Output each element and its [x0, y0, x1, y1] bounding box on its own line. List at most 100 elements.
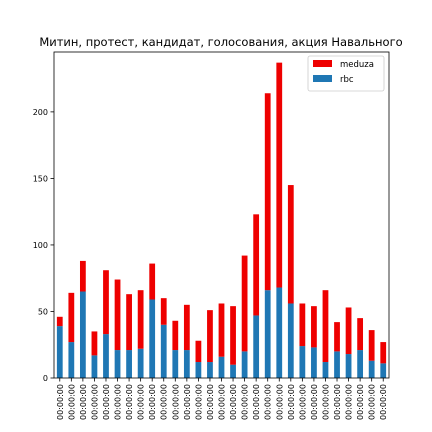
- bar-rbc-3: [91, 355, 98, 378]
- bar-meduza-12: [195, 340, 202, 363]
- x-tick-label: 00:00:00: [56, 384, 65, 420]
- x-tick-label: 00:00:00: [194, 384, 203, 420]
- x-tick-label: 00:00:00: [333, 384, 342, 420]
- x-tick-label: 00:00:00: [148, 384, 157, 420]
- bar-meduza-28: [380, 342, 387, 364]
- x-tick-label: 00:00:00: [137, 384, 146, 420]
- chart-title: Митин, протест, кандидат, голосования, а…: [39, 35, 402, 49]
- bar-rbc-8: [149, 299, 156, 378]
- bar-meduza-22: [311, 306, 317, 348]
- bar-rbc-6: [126, 350, 132, 378]
- x-tick-label: 00:00:00: [275, 384, 284, 420]
- x-tick-label: 00:00:00: [310, 384, 319, 420]
- legend-swatch-rbc: [313, 75, 332, 82]
- x-tick-label: 00:00:00: [229, 384, 238, 420]
- bar-meduza-27: [368, 330, 375, 361]
- bar-meduza-14: [218, 303, 225, 357]
- bar-rbc-12: [195, 362, 202, 378]
- x-tick-label: 00:00:00: [252, 384, 261, 420]
- x-axis: 00:00:00 00:00:00 00:00:00 00:00:00 00:00:00…: [56, 378, 388, 420]
- bar-rbc-19: [276, 287, 283, 378]
- bar-rbc-10: [172, 350, 179, 378]
- bar-rbc-21: [299, 346, 306, 378]
- bar-rbc-22: [311, 347, 317, 378]
- bar-meduza-1: [68, 292, 75, 343]
- x-tick-label: 00:00:00: [356, 384, 365, 420]
- bar-rbc-18: [264, 290, 271, 378]
- bar-meduza-20: [287, 185, 294, 304]
- bar-rbc-28: [380, 363, 387, 378]
- bars-group: [56, 62, 387, 378]
- y-tick-label: 0: [43, 374, 48, 383]
- bar-meduza-15: [230, 306, 236, 365]
- x-tick-label: 00:00:00: [241, 384, 250, 420]
- bar-rbc-26: [357, 350, 364, 378]
- bar-meduza-5: [114, 279, 121, 351]
- plot-frame: [53, 51, 390, 379]
- bar-meduza-11: [183, 304, 190, 351]
- bar-meduza-10: [172, 320, 179, 351]
- bar-meduza-25: [345, 307, 352, 355]
- x-tick-label: 00:00:00: [264, 384, 273, 420]
- x-tick-label: 00:00:00: [160, 384, 169, 420]
- bar-rbc-9: [160, 324, 167, 378]
- x-tick-label: 00:00:00: [183, 384, 192, 420]
- legend: meduza rbc: [307, 55, 385, 92]
- bar-meduza-6: [126, 294, 132, 351]
- x-tick-label: 00:00:00: [379, 384, 388, 420]
- x-tick-label: 00:00:00: [90, 384, 99, 420]
- x-tick-label: 00:00:00: [287, 384, 296, 420]
- y-tick-label: 50: [38, 307, 48, 316]
- bar-meduza-7: [137, 290, 144, 349]
- bar-rbc-23: [322, 362, 329, 378]
- bar-meduza-0: [56, 316, 63, 327]
- bar-meduza-2: [79, 260, 86, 292]
- y-tick-label: 150: [33, 174, 48, 183]
- bar-rbc-15: [230, 364, 236, 378]
- bar-rbc-1: [68, 342, 75, 378]
- bar-meduza-21: [299, 303, 306, 347]
- bar-rbc-5: [114, 350, 121, 378]
- bar-meduza-24: [334, 322, 340, 352]
- x-tick-label: 00:00:00: [125, 384, 134, 420]
- bar-rbc-4: [103, 334, 109, 378]
- bar-meduza-19: [276, 62, 283, 288]
- bar-rbc-20: [287, 303, 294, 378]
- bar-meduza-8: [149, 263, 156, 300]
- bar-meduza-3: [91, 331, 98, 356]
- x-tick-label: 00:00:00: [79, 384, 88, 420]
- bar-meduza-13: [207, 310, 213, 363]
- legend-label-rbc: rbc: [340, 75, 354, 85]
- y-axis: 0 50 100 150 200: [33, 108, 54, 383]
- y-tick-label: 100: [33, 241, 48, 250]
- legend-swatch-meduza: [313, 60, 332, 67]
- bar-meduza-23: [322, 290, 329, 363]
- bar-meduza-9: [160, 298, 167, 325]
- bar-rbc-2: [79, 291, 86, 378]
- x-tick-label: 00:00:00: [102, 384, 111, 420]
- x-tick-label: 00:00:00: [298, 384, 307, 420]
- bar-rbc-11: [183, 350, 190, 378]
- bar-rbc-13: [207, 362, 213, 378]
- bar-rbc-17: [253, 315, 260, 378]
- bar-meduza-18: [264, 93, 271, 291]
- bar-rbc-14: [218, 356, 225, 378]
- bar-meduza-4: [103, 270, 109, 335]
- y-tick-label: 200: [33, 108, 48, 117]
- bar-rbc-16: [241, 351, 248, 378]
- bar-meduza-16: [241, 255, 248, 352]
- bar-meduza-17: [253, 214, 260, 316]
- x-tick-label: 00:00:00: [171, 384, 180, 420]
- bar-rbc-7: [137, 348, 144, 378]
- bar-rbc-24: [334, 351, 340, 378]
- bar-rbc-25: [345, 354, 352, 378]
- x-tick-label: 00:00:00: [114, 384, 123, 420]
- x-tick-label: 00:00:00: [67, 384, 76, 420]
- x-tick-label: 00:00:00: [206, 384, 215, 420]
- bar-meduza-26: [357, 318, 364, 351]
- x-tick-label: 00:00:00: [321, 384, 330, 420]
- x-tick-label: 00:00:00: [368, 384, 377, 420]
- bar-rbc-0: [56, 326, 63, 378]
- bar-rbc-27: [368, 360, 375, 378]
